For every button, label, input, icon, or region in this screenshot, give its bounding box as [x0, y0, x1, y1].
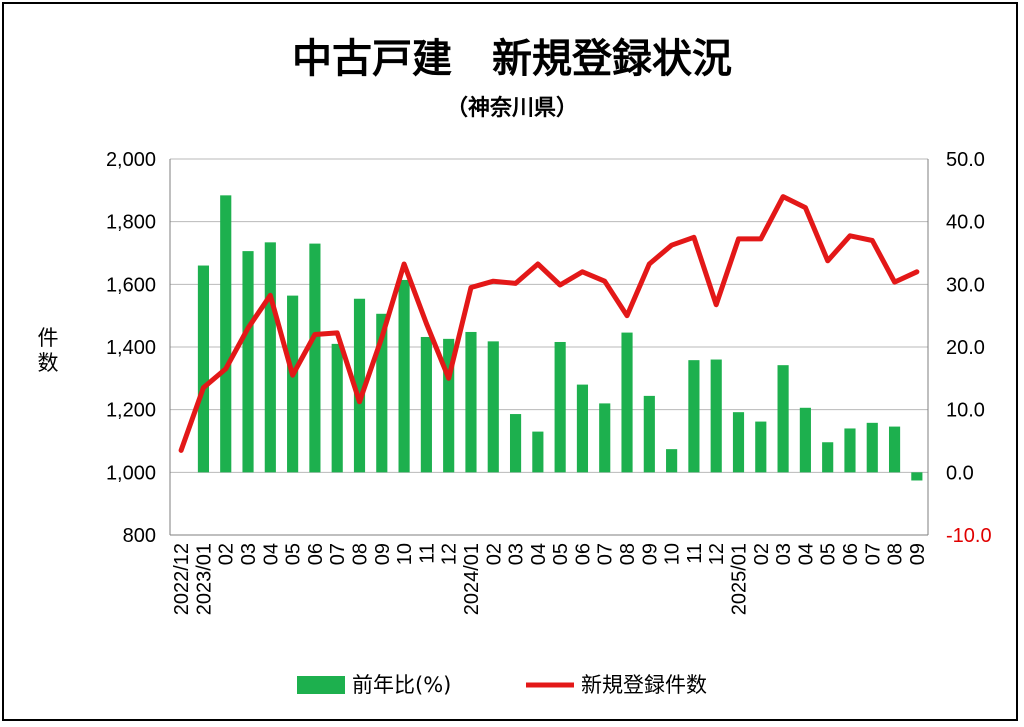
legend-bar-label: 前年比(%) — [352, 673, 451, 697]
y-axis-label-part1: 件 — [38, 326, 59, 350]
x-tick-label: 09 — [907, 543, 929, 565]
x-tick-label: 07 — [327, 543, 349, 565]
x-tick-label: 05 — [818, 543, 840, 565]
y-tick-label: 2,000 — [106, 149, 156, 171]
x-tick-label: 02 — [216, 543, 238, 565]
bar — [465, 331, 477, 473]
line-series — [178, 194, 920, 453]
y-axis-label-part2: 数 — [38, 351, 59, 375]
x-tick-label: 10 — [394, 543, 416, 565]
bar — [331, 343, 343, 473]
x-tick-label: 04 — [260, 543, 282, 565]
bar — [888, 426, 901, 473]
x-tick-label: 06 — [305, 543, 327, 565]
x-tick-label: 02 — [751, 543, 773, 565]
bar — [376, 313, 388, 473]
bar — [710, 359, 722, 473]
x-tick-label: 09 — [639, 543, 661, 565]
y-tick-label: 1,600 — [106, 274, 156, 296]
bar — [509, 414, 522, 473]
legend-line-label: 新規登録件数 — [581, 673, 707, 697]
x-tick-label: 04 — [528, 543, 550, 565]
y-tick-label: 1,200 — [106, 400, 156, 422]
bar — [599, 403, 611, 473]
x-tick-label: 11 — [684, 543, 706, 564]
y2-tick-label: 10.0 — [946, 400, 985, 422]
x-tick-label: 08 — [350, 543, 372, 565]
bar — [353, 298, 366, 473]
x-tick-label: 08 — [617, 543, 639, 565]
x-tick-label: 03 — [773, 543, 795, 565]
x-tick-label: 2022/12 — [171, 543, 193, 615]
y2-tick-label: 20.0 — [946, 337, 985, 359]
bar — [621, 332, 633, 473]
bar — [844, 428, 856, 473]
x-tick-label: 2025/01 — [729, 543, 751, 615]
y2-tick-label: 0.0 — [946, 462, 974, 484]
y2-tick-label: -10.0 — [946, 525, 992, 547]
bar — [220, 195, 232, 473]
x-tick-label: 08 — [885, 543, 907, 565]
y-tick-label: 1,400 — [106, 337, 156, 359]
x-tick-label: 07 — [862, 543, 884, 565]
bar — [242, 251, 254, 473]
bar — [532, 431, 544, 473]
legend: 前年比(%) 新規登録件数 — [297, 673, 707, 697]
bar — [487, 341, 499, 473]
bar — [643, 395, 655, 473]
x-tick-label: 2024/01 — [461, 543, 483, 615]
x-tick-label: 06 — [572, 543, 594, 565]
bar — [688, 360, 700, 473]
legend-bar-swatch — [297, 676, 345, 694]
bar — [799, 407, 811, 473]
bar — [398, 279, 410, 473]
y-tick-label: 800 — [123, 525, 156, 547]
bar-series — [197, 195, 923, 481]
bar — [822, 442, 834, 473]
x-tick-label: 12 — [439, 543, 461, 565]
x-tick-label: 11 — [416, 543, 438, 564]
y-tick-label: 1,000 — [106, 462, 156, 484]
bar — [777, 365, 789, 473]
y2-tick-label: 30.0 — [946, 274, 985, 296]
bar — [666, 449, 678, 473]
bar — [287, 295, 299, 473]
bar — [420, 336, 432, 473]
bar — [554, 341, 566, 473]
bar — [443, 338, 455, 473]
x-tick-label: 05 — [550, 543, 572, 565]
x-tick-label: 03 — [238, 543, 260, 565]
y2-tick-label: 50.0 — [946, 149, 985, 171]
x-tick-label: 03 — [506, 543, 528, 565]
left-axis-ticks: 2,000 1,800 1,600 1,400 1,200 1,000 800 — [106, 149, 156, 547]
x-tick-label: 07 — [595, 543, 617, 565]
right-axis-ticks: 50.0 40.0 30.0 20.0 10.0 0.0 -10.0 — [946, 149, 992, 547]
x-tick-label: 02 — [483, 543, 505, 565]
bar — [309, 243, 321, 473]
bar — [264, 242, 276, 473]
bar — [755, 421, 767, 473]
x-tick-label: 09 — [372, 543, 394, 565]
bar — [866, 422, 878, 473]
x-axis-ticks: 2022/12 2023/01 02 03 04 05 06 07 08 09 10 11 12 2024… — [171, 543, 929, 615]
x-tick-label: 04 — [795, 543, 817, 565]
x-tick-label: 2023/01 — [193, 543, 215, 615]
x-tick-label: 06 — [840, 543, 862, 565]
bar — [576, 384, 589, 473]
x-tick-label: 10 — [662, 543, 684, 565]
y2-tick-label: 40.0 — [946, 212, 985, 234]
x-tick-label: 05 — [283, 543, 305, 565]
axes — [169, 159, 929, 536]
bar — [732, 412, 745, 473]
chart-subtitle: （神奈川県） — [446, 95, 578, 121]
y-tick-label: 1,800 — [106, 212, 156, 234]
bar — [911, 472, 923, 481]
chart-title: 中古戸建 新規登録状況 — [292, 36, 732, 82]
x-tick-label: 12 — [706, 543, 728, 565]
bar — [197, 265, 210, 473]
series-line — [178, 194, 920, 453]
